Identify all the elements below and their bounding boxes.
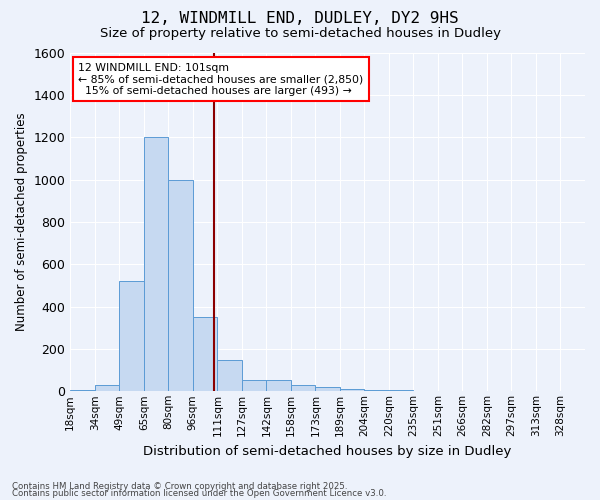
Bar [266, 380, 291, 392]
Bar [389, 390, 413, 392]
Bar [364, 390, 389, 392]
Bar [242, 380, 266, 392]
Text: Contains HM Land Registry data © Crown copyright and database right 2025.: Contains HM Land Registry data © Crown c… [12, 482, 347, 491]
Bar [291, 385, 316, 392]
Text: 12, WINDMILL END, DUDLEY, DY2 9HS: 12, WINDMILL END, DUDLEY, DY2 9HS [141, 11, 459, 26]
Bar [169, 180, 193, 392]
Bar [193, 317, 217, 392]
Text: Size of property relative to semi-detached houses in Dudley: Size of property relative to semi-detach… [100, 28, 500, 40]
Bar [119, 281, 144, 392]
Bar [340, 389, 364, 392]
Bar [70, 390, 95, 392]
Text: 12 WINDMILL END: 101sqm
← 85% of semi-detached houses are smaller (2,850)
  15% : 12 WINDMILL END: 101sqm ← 85% of semi-de… [78, 62, 363, 96]
Bar [95, 385, 119, 392]
X-axis label: Distribution of semi-detached houses by size in Dudley: Distribution of semi-detached houses by … [143, 444, 512, 458]
Bar [316, 387, 340, 392]
Text: Contains public sector information licensed under the Open Government Licence v3: Contains public sector information licen… [12, 490, 386, 498]
Bar [217, 360, 242, 392]
Y-axis label: Number of semi-detached properties: Number of semi-detached properties [15, 112, 28, 331]
Bar [144, 137, 169, 392]
